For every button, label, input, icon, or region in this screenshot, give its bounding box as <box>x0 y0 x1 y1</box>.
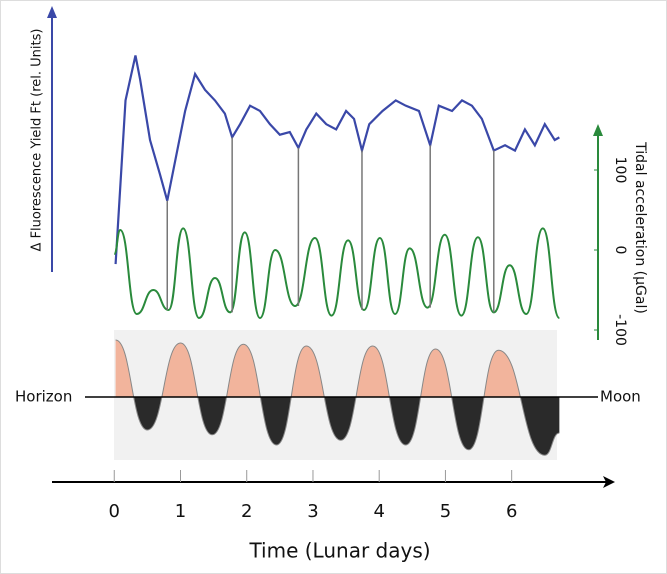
moon-label: Moon <box>600 388 641 406</box>
fluorescence-line <box>114 55 560 265</box>
moon-below <box>115 397 560 456</box>
y2-tick-label: 100 <box>612 157 628 184</box>
y2-tick-label: 0 <box>612 246 628 255</box>
y-axis-label: Δ Fluorescence Yield Ft (rel. Units) <box>30 29 45 252</box>
horizon-label: Horizon <box>15 388 72 406</box>
y2-arrow <box>593 124 603 136</box>
x-tick-label: 3 <box>307 501 318 522</box>
moon-line <box>115 339 560 456</box>
x-tick-label: 1 <box>175 501 186 522</box>
x-tick-label: 4 <box>373 501 384 522</box>
tide-line <box>113 227 561 320</box>
moon-above <box>115 340 560 397</box>
x-tick-label: 0 <box>109 501 120 522</box>
y2-axis-label: Tidal acceleration (µGal) <box>632 141 648 314</box>
x-tick-label: 2 <box>241 501 252 522</box>
x-arrow <box>603 476 615 488</box>
x-tick-label: 6 <box>506 501 517 522</box>
x-axis-label: Time (Lunar days) <box>248 539 430 563</box>
y2-tick-label: -100 <box>612 314 628 346</box>
y-arrow <box>47 6 57 18</box>
x-tick-label: 5 <box>440 501 451 522</box>
